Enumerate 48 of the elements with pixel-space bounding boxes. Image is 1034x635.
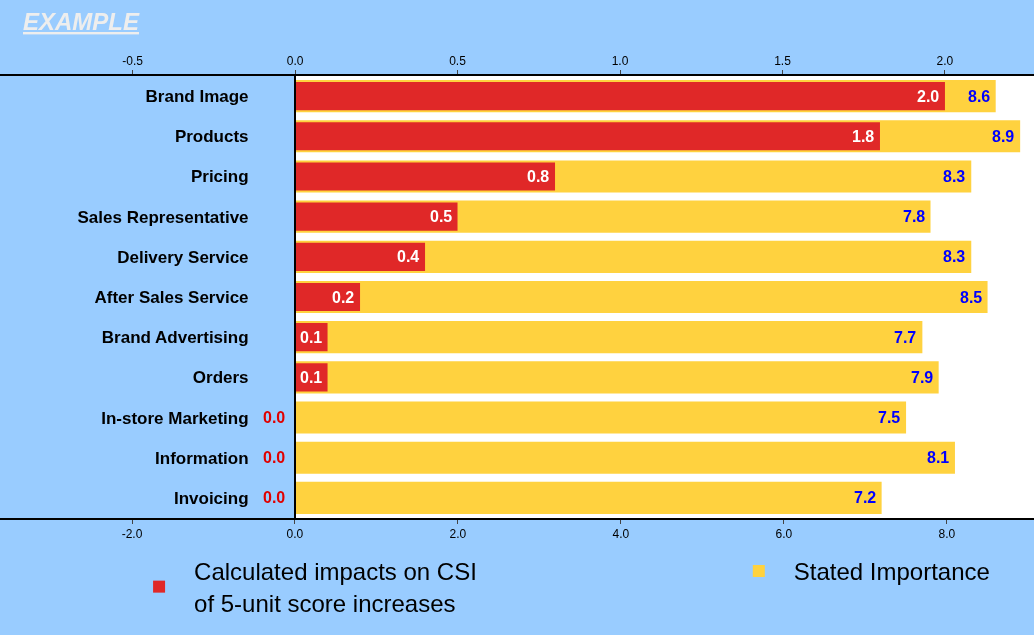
x-tick-label: 4.0 [612,527,630,542]
x2-tick-label: 2.0 [936,54,954,69]
data-label: 8.5 [960,289,983,306]
y-tick-label: Orders [192,368,249,388]
data-label: 0.0 [263,489,286,506]
data-label: 8.9 [992,128,1015,145]
data-label: 0.1 [300,329,323,346]
x-tick-label: 8.0 [938,527,956,542]
x2-tick-label: 0.0 [286,54,304,69]
data-label: 8.6 [968,88,991,105]
data-label: 7.2 [854,489,877,506]
x-tick-label: 2.0 [449,527,467,542]
data-label: 0.5 [430,208,453,225]
data-label: 0.8 [527,168,550,185]
x2-tick-label: 1.5 [774,54,792,69]
x-tick-label: -2.0 [121,527,143,542]
data-label: 0.1 [300,369,323,386]
data-label: 1.8 [852,128,875,145]
data-label: 8.1 [927,449,950,466]
y-tick-label: After Sales Service [94,287,249,307]
legend-label: Calculated impacts on CSI of 5-unit score increases [194,558,477,617]
data-label: 7.5 [878,409,901,426]
legend-label: Stated Importance [793,558,990,586]
y-tick-label: Brand Advertising [101,328,249,348]
y-tick-label: Information [155,448,249,468]
y-tick-label: Delivery Service [117,247,249,267]
data-label: 0.0 [263,449,286,466]
y-tick-label: Invoicing [173,488,249,508]
data-label: 7.7 [894,329,917,346]
y-tick-label: Products [174,127,249,147]
data-label: 0.0 [263,409,286,426]
data-label: 7.9 [911,369,934,386]
y-tick-label: Pricing [190,167,249,187]
data-label: 8.3 [943,168,966,185]
x2-tick-label: -0.5 [122,54,144,69]
y-tick-label: In-store Marketing [101,408,249,428]
y-tick-label: Sales Representative [77,207,249,227]
y-tick-label: Brand Image [145,87,249,107]
x2-tick-label: 1.0 [611,54,629,69]
text: EXAMPLE [23,8,141,35]
x-tick-label: 6.0 [775,527,793,542]
data-label: 2.0 [917,88,940,105]
data-label: 0.2 [332,289,355,306]
x-tick-label: 0.0 [286,527,304,542]
data-label: 8.3 [943,248,966,265]
x2-tick-label: 0.5 [449,54,467,69]
data-label: 7.8 [903,208,926,225]
data-label: 0.4 [397,248,420,265]
